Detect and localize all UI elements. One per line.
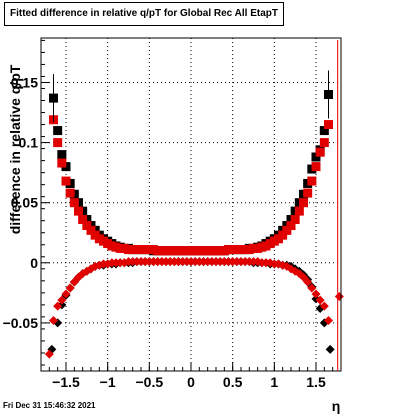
y-tick-label: −0.05 xyxy=(3,315,39,331)
y-tick-label: 0.15 xyxy=(11,74,38,90)
x-tick-label: 1.5 xyxy=(306,374,326,390)
data-point xyxy=(319,138,329,148)
x-axis-label: η xyxy=(332,398,341,414)
data-point xyxy=(315,295,325,305)
data-point xyxy=(74,206,83,216)
x-tick-label: 0 xyxy=(187,374,195,390)
data-point xyxy=(334,291,344,301)
series-3 xyxy=(44,257,344,359)
data-point xyxy=(53,138,63,148)
data-point xyxy=(319,301,329,311)
data-point xyxy=(315,147,325,157)
data-point xyxy=(61,176,71,186)
data-point xyxy=(69,198,79,208)
data-marks xyxy=(44,70,344,359)
y-tick-label: 0 xyxy=(30,255,38,271)
data-point xyxy=(57,158,67,168)
data-point xyxy=(299,198,308,208)
data-point xyxy=(49,316,58,326)
data-point xyxy=(311,289,321,299)
data-point xyxy=(282,225,292,235)
data-point xyxy=(57,150,67,160)
y-axis-label: difference in relative q/pT xyxy=(7,64,23,234)
data-point xyxy=(294,206,304,216)
data-point xyxy=(57,295,67,305)
y-tick-label: 0.05 xyxy=(11,195,38,211)
data-point xyxy=(290,215,300,225)
data-point xyxy=(53,126,63,136)
data-point xyxy=(65,188,75,198)
data-point xyxy=(307,283,317,293)
data-point xyxy=(303,188,313,198)
data-point xyxy=(311,152,321,162)
data-point xyxy=(61,289,71,299)
data-point xyxy=(324,316,333,326)
x-tick-label: 1 xyxy=(270,374,278,390)
timestamp-footer: Fri Dec 31 15:46:32 2021 xyxy=(3,401,96,410)
data-point xyxy=(44,349,54,359)
x-tick-label: −1.5 xyxy=(52,374,80,390)
data-point xyxy=(53,301,63,311)
data-point xyxy=(311,162,321,172)
data-point xyxy=(324,120,333,130)
x-tick-label: 0.5 xyxy=(223,374,243,390)
x-tick-label: −1 xyxy=(100,374,116,390)
x-tick-label: −0.5 xyxy=(136,374,164,390)
data-point xyxy=(78,215,88,225)
data-point xyxy=(286,221,296,231)
data-point xyxy=(319,126,329,136)
data-point xyxy=(82,221,92,231)
y-tick-label: 0.1 xyxy=(19,135,39,151)
chart-title: Fitted difference in relative q/pT for G… xyxy=(4,2,284,26)
data-point xyxy=(65,283,75,293)
data-point xyxy=(307,176,317,186)
series-1 xyxy=(49,115,333,256)
axes: −1.5 −1 −0.5 0 0.5 1 1.5 −0.05 0 0.05 0.1 0.15 xyxy=(3,39,342,390)
data-point xyxy=(325,344,335,354)
data-point xyxy=(86,225,96,235)
data-point xyxy=(303,277,313,287)
data-point xyxy=(278,230,288,240)
